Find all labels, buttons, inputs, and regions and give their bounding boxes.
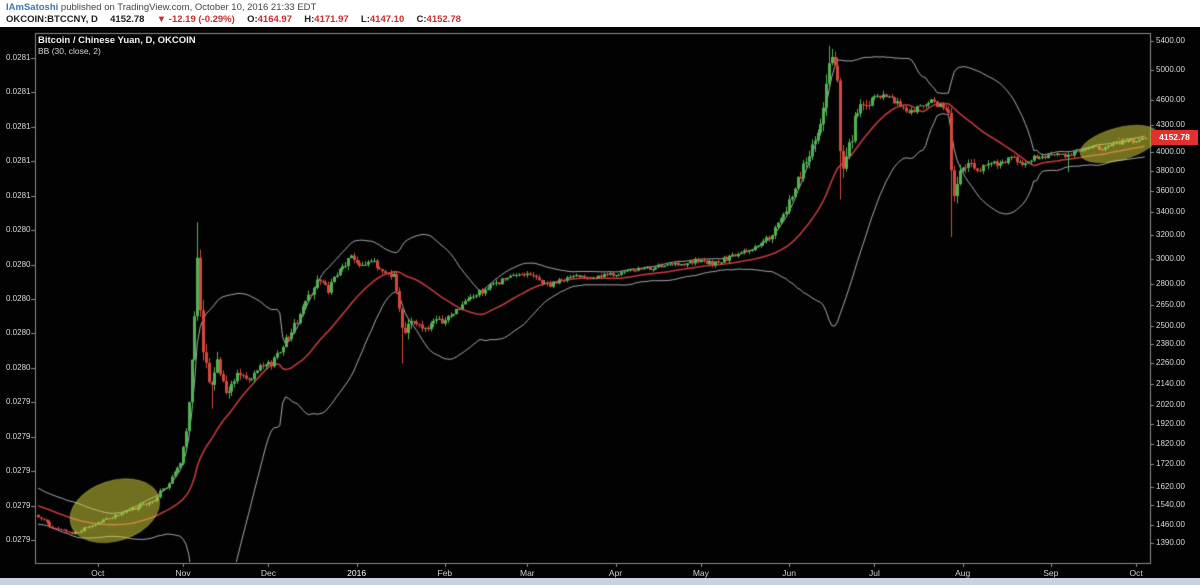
right-axis-label: 3600.00 <box>1156 186 1185 196</box>
right-axis-label: 5400.00 <box>1156 36 1185 46</box>
time-axis-label: Jun <box>782 568 796 578</box>
time-axis-label: Nov <box>175 568 191 578</box>
ohlc-value: 4171.97 <box>314 14 349 25</box>
time-axis-label: Sep <box>1043 568 1059 578</box>
left-axis-label: 0.0280 <box>6 328 31 338</box>
left-axis-label: 0.0281 <box>6 190 31 200</box>
right-axis-label: 1620.00 <box>1156 481 1185 491</box>
left-axis-label: 0.0279 <box>6 466 31 476</box>
header-bar: IAmSatoshi published on TradingView.com,… <box>0 0 1200 27</box>
right-axis-label: 1390.00 <box>1156 538 1185 548</box>
published-line: IAmSatoshi published on TradingView.com,… <box>6 2 316 13</box>
left-axis-label: 0.0280 <box>6 362 31 372</box>
right-axis-label: 1920.00 <box>1156 418 1185 428</box>
right-axis-label: 4000.00 <box>1156 147 1185 157</box>
price-change: ▼ -12.19 (-0.29%) <box>156 14 235 25</box>
right-axis-label: 2800.00 <box>1156 279 1185 289</box>
left-axis-label: 0.0280 <box>6 259 31 269</box>
right-axis-label: 1820.00 <box>1156 438 1185 448</box>
time-axis-label: Jul <box>868 568 880 578</box>
last-price: 4152.78 <box>110 14 145 25</box>
right-axis-label: 2650.00 <box>1156 299 1185 309</box>
left-axis-label: 0.0280 <box>6 225 31 235</box>
symbol-line: OKCOIN:BTCCNY, D 4152.78 ▼ -12.19 (-0.29… <box>6 14 461 25</box>
right-axis-label: 2140.00 <box>1156 378 1185 388</box>
author-link[interactable]: IAmSatoshi <box>6 2 59 13</box>
right-axis-label: 3200.00 <box>1156 229 1185 239</box>
left-axis-label: 0.0280 <box>6 294 31 303</box>
ohlc-label: O: <box>247 14 258 25</box>
symbol-name: OKCOIN:BTCCNY, D <box>6 14 98 25</box>
indicator-label: BB (30, close, 2) <box>38 46 101 56</box>
bottom-strip <box>0 578 1200 585</box>
right-axis-label: 4300.00 <box>1156 120 1185 130</box>
left-axis-label: 0.0281 <box>6 121 31 131</box>
last-price-axis-label: 4152.78 <box>1151 130 1198 146</box>
chart-legend: Bitcoin / Chinese Yuan, D, OKCOIN BB (30… <box>38 35 196 56</box>
left-axis-label: 0.0279 <box>6 397 31 407</box>
right-axis-label: 1720.00 <box>1156 459 1185 469</box>
time-axis-label: 2016 <box>347 568 367 578</box>
candlestick-chart-canvas[interactable] <box>0 27 1200 578</box>
time-axis-label: Aug <box>955 568 971 578</box>
ohlc-value: 4147.10 <box>369 14 405 25</box>
time-axis-label: Oct <box>1129 568 1143 578</box>
chart-symbol-title: Bitcoin / Chinese Yuan, D, OKCOIN <box>38 35 196 46</box>
ohlc-label: H: <box>304 14 315 25</box>
time-axis-label: Apr <box>608 568 623 578</box>
left-axis-label: 0.0279 <box>6 535 31 544</box>
chart-area: Bitcoin / Chinese Yuan, D, OKCOIN BB (30… <box>0 27 1200 578</box>
right-axis-label: 1460.00 <box>1156 520 1185 530</box>
time-axis-label: May <box>692 568 709 578</box>
right-axis-label: 2020.00 <box>1156 399 1185 409</box>
left-axis-label: 0.0281 <box>6 156 31 166</box>
right-axis-label: 3800.00 <box>1156 166 1185 176</box>
ohlc-value: 4152.78 <box>426 14 461 25</box>
time-axis-label: Oct <box>91 568 105 578</box>
left-axis-label: 0.0281 <box>6 53 31 62</box>
right-axis-label: 5000.00 <box>1156 64 1185 74</box>
ohlc-value: 4164.97 <box>257 14 292 25</box>
right-axis-label: 1540.00 <box>1156 500 1185 510</box>
right-axis-label: 2500.00 <box>1156 321 1185 331</box>
time-axis-label: Mar <box>520 568 535 578</box>
right-axis-label: 3400.00 <box>1156 207 1185 217</box>
right-axis-label: 2260.00 <box>1156 358 1185 368</box>
right-axis-label: 3000.00 <box>1156 253 1185 263</box>
right-axis-label: 2380.00 <box>1156 339 1185 349</box>
left-axis-label: 0.0281 <box>6 87 31 97</box>
right-axis-label: 4600.00 <box>1156 95 1185 105</box>
published-text: published on TradingView.com, October 10… <box>58 2 317 13</box>
left-axis-label: 0.0279 <box>6 431 31 441</box>
ohlc-label: L: <box>360 14 370 25</box>
time-axis-label: Dec <box>260 568 276 578</box>
time-axis-label: Feb <box>437 568 453 578</box>
ohlc-label: C: <box>416 14 427 25</box>
left-axis-label: 0.0279 <box>6 500 31 510</box>
